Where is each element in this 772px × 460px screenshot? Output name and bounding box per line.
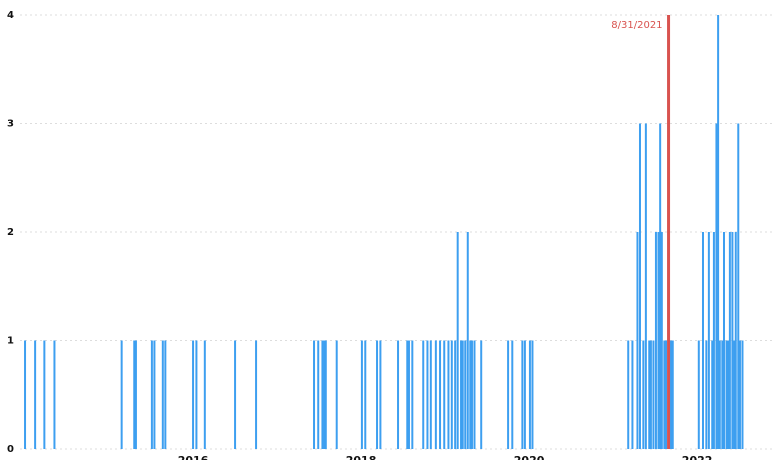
y-tick-label: 2 (7, 227, 14, 238)
y-tick-label: 0 (7, 444, 14, 455)
y-tick-label: 4 (7, 10, 14, 21)
x-tick-label: 2022 (682, 454, 713, 460)
annotation-label: 8/31/2021 (611, 20, 662, 31)
y-tick-label: 1 (7, 336, 14, 347)
x-tick-label: 2016 (178, 454, 209, 460)
y-tick-label: 3 (7, 119, 14, 130)
x-tick-label: 2018 (346, 454, 377, 460)
x-tick-label: 2020 (514, 454, 545, 460)
